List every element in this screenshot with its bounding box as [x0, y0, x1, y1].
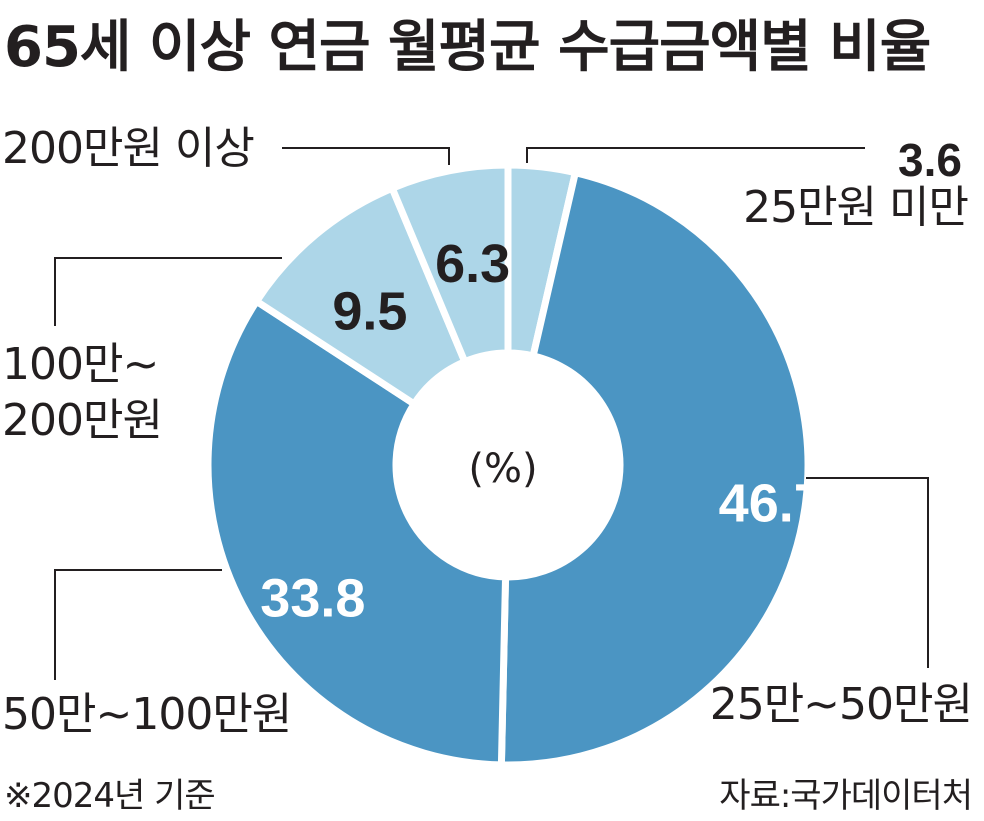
- value-label-under25: 3.6: [898, 134, 962, 186]
- label-25to50: 25만~50만원: [709, 679, 973, 730]
- slice-50to100: [204, 297, 510, 769]
- value-label-100to200: 9.5: [332, 281, 407, 341]
- source: 자료:국가데이터처: [719, 776, 973, 816]
- slice-25to50: [497, 169, 812, 769]
- label-under25: 25만원 미만: [743, 182, 969, 233]
- value-label-50to100: 33.8: [260, 568, 365, 628]
- leader-line-over200: [282, 147, 450, 165]
- leader-line-under25: [526, 147, 865, 163]
- slice-over200: [388, 161, 512, 366]
- value-label-over200: 6.3: [435, 234, 510, 294]
- label-50to100: 50만~100만원: [2, 689, 292, 740]
- value-label-25to50: 46.7: [719, 473, 824, 533]
- chart-title: 65세 이상 연금 월평균 수급금액별 비율: [4, 15, 931, 80]
- leader-line-25to50: [806, 477, 929, 668]
- leader-line-100to200: [54, 257, 282, 326]
- label-100to200-line2: 200만원: [2, 395, 163, 446]
- unit-label: (%): [468, 446, 537, 492]
- label-over200: 200만원 이상: [2, 123, 255, 174]
- footnote: ※2024년 기준: [4, 776, 216, 816]
- leader-line-50to100: [54, 569, 222, 680]
- label-100to200-line1: 100만~: [2, 339, 159, 390]
